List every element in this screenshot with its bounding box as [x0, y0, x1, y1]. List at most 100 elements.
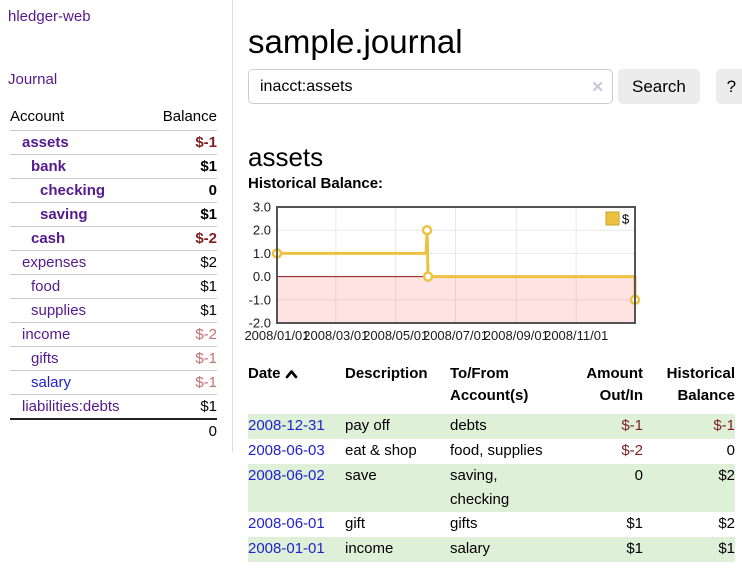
account-link-assets[interactable]: assets	[22, 134, 69, 151]
account-row: supplies $1	[10, 298, 217, 322]
help-button[interactable]: ?	[715, 69, 742, 104]
transaction-description: save	[345, 467, 377, 484]
search-bar: ✕ Search ?	[248, 69, 742, 104]
clear-search-icon[interactable]: ✕	[591, 79, 604, 96]
svg-text:-1.0: -1.0	[249, 292, 271, 307]
account-link-gifts[interactable]: gifts	[31, 350, 59, 367]
transaction-row[interactable]: 2008-06-01 gift gifts $1 $2	[248, 512, 735, 537]
account-link-salary[interactable]: salary	[31, 374, 72, 391]
transaction-accounts: food, supplies	[450, 442, 543, 459]
svg-text:1.0: 1.0	[253, 246, 271, 261]
account-row: expenses $2	[10, 250, 217, 274]
account-balance: $1	[200, 206, 217, 223]
account-row: checking 0	[10, 178, 217, 202]
svg-text:-2.0: -2.0	[249, 316, 271, 331]
transaction-balance: $2	[718, 467, 735, 484]
sidebar-item-journal[interactable]: Journal	[8, 71, 58, 88]
date-column-header[interactable]: Date	[248, 363, 345, 386]
account-total-row: 0	[10, 418, 217, 443]
account-link-cash[interactable]: cash	[31, 230, 66, 247]
svg-text:2008/07/01: 2008/07/01	[423, 328, 488, 343]
page-title: sample.journal	[248, 23, 463, 61]
svg-text:2008/03/01: 2008/03/01	[303, 328, 368, 343]
transaction-amount: $1	[626, 540, 643, 557]
account-row: food $1	[10, 274, 217, 298]
svg-text:2008/05/01: 2008/05/01	[363, 328, 428, 343]
search-box: ✕	[248, 69, 613, 104]
account-link-saving[interactable]: saving	[40, 206, 88, 223]
account-row: saving $1	[10, 202, 217, 226]
description-column-header: Description	[345, 365, 428, 382]
date-header-label: Date	[248, 365, 281, 382]
account-link-income[interactable]: income	[22, 326, 71, 343]
svg-text:2008/01/01: 2008/01/01	[244, 328, 309, 343]
transaction-description: pay off	[345, 417, 390, 434]
transaction-balance: 0	[726, 442, 735, 459]
account-row: assets $-1	[10, 130, 217, 154]
account-balance: 0	[208, 182, 217, 199]
account-balance: $-1	[195, 350, 217, 367]
account-link-checking[interactable]: checking	[40, 182, 106, 199]
account-balance: $-2	[195, 230, 217, 247]
balance-chart-svg: 3.0 2.0 1.0 0.0 -1.0 -2.02008/01/012008/03/01…	[244, 200, 641, 343]
search-input[interactable]	[248, 69, 613, 104]
svg-text:3.0: 3.0	[253, 200, 271, 215]
transaction-balance: $-1	[713, 417, 735, 434]
account-balance: $1	[200, 302, 217, 319]
account-column-header: To/From Account(s)	[450, 365, 529, 404]
transaction-date-link[interactable]: 2008-06-03	[248, 442, 325, 459]
transaction-amount: $-1	[621, 417, 643, 434]
historical-balance-chart: 3.0 2.0 1.0 0.0 -1.0 -2.0 2008/01/01 2008/03/01…	[240, 200, 660, 350]
transaction-amount: $-2	[621, 442, 643, 459]
account-column-header: Account	[10, 108, 65, 125]
transaction-amount: $1	[626, 515, 643, 532]
account-balance: $-1	[195, 374, 217, 391]
account-balance: $-2	[195, 326, 217, 343]
transaction-accounts: saving, checking	[450, 467, 510, 508]
transaction-date-link[interactable]: 2008-01-01	[248, 540, 325, 557]
account-link-supplies[interactable]: supplies	[31, 302, 87, 319]
transaction-row[interactable]: 2008-12-31 pay off debts $-1 $-1	[248, 414, 735, 439]
transaction-row[interactable]: 2008-06-03 eat & shop food, supplies $-2…	[248, 439, 735, 464]
transaction-date-link[interactable]: 2008-12-31	[248, 417, 325, 434]
account-row: gifts $-1	[10, 346, 217, 370]
account-link-food[interactable]: food	[31, 278, 61, 295]
balance-column-header: Balance	[162, 108, 217, 125]
account-balance: $-1	[195, 134, 217, 151]
transaction-date-link[interactable]: 2008-06-01	[248, 515, 325, 532]
transaction-balance: $2	[718, 515, 735, 532]
account-link-expenses[interactable]: expenses	[22, 254, 87, 271]
transaction-accounts: salary	[450, 540, 491, 557]
account-row: cash $-2	[10, 226, 217, 250]
account-row: liabilities:debts $1	[10, 394, 217, 418]
account-balance: $1	[200, 278, 217, 295]
transaction-description: income	[345, 540, 394, 557]
transaction-row[interactable]: 2008-06-02 save saving, checking 0 $2	[248, 464, 735, 512]
transaction-row[interactable]: 2008-01-01 income salary $1 $1	[248, 537, 735, 562]
transaction-balance: $1	[718, 540, 735, 557]
transaction-description: gift	[345, 515, 366, 532]
transactions-table-header: Date Description To/From Account(s) Amou…	[248, 363, 735, 407]
transaction-accounts: debts	[450, 417, 487, 434]
sort-ascending-icon	[285, 364, 298, 386]
svg-text:2008/11/01: 2008/11/01	[544, 328, 608, 343]
account-balance: $1	[200, 398, 217, 415]
register-account-heading: assets	[248, 141, 324, 172]
svg-text:0.0: 0.0	[253, 269, 271, 284]
app-brand-link[interactable]: hledger-web	[8, 8, 91, 25]
account-balance: $2	[200, 254, 217, 271]
amount-column-header: Amount Out/In	[586, 365, 643, 404]
account-link-bank[interactable]: bank	[31, 158, 67, 175]
transaction-amount: 0	[634, 467, 643, 484]
transactions-table: Date Description To/From Account(s) Amou…	[248, 363, 735, 562]
balance-column-header: Historical Balance	[666, 365, 735, 404]
svg-text:$: $	[622, 212, 630, 227]
account-tree: Account Balance assets $-1 bank $1 check…	[10, 103, 217, 443]
search-button[interactable]: Search	[618, 69, 700, 104]
total-balance: 0	[208, 423, 217, 440]
account-link-liabilities-debts[interactable]: liabilities:debts	[22, 398, 120, 415]
svg-text:2.0: 2.0	[253, 223, 271, 238]
account-row: income $-2	[10, 322, 217, 346]
transaction-date-link[interactable]: 2008-06-02	[248, 467, 325, 484]
account-row: salary $-1	[10, 370, 217, 394]
